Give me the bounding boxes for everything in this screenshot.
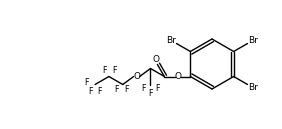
- Text: F: F: [114, 85, 119, 94]
- Text: F: F: [113, 66, 117, 75]
- Text: F: F: [155, 84, 160, 93]
- Text: F: F: [103, 66, 107, 75]
- Text: Br: Br: [167, 36, 177, 45]
- Text: F: F: [148, 89, 153, 98]
- Text: O: O: [153, 55, 160, 64]
- Text: F: F: [88, 87, 92, 96]
- Text: F: F: [125, 85, 129, 94]
- Text: O: O: [175, 72, 182, 81]
- Text: Br: Br: [248, 36, 258, 45]
- Text: F: F: [97, 87, 101, 96]
- Text: F: F: [141, 84, 146, 93]
- Text: O: O: [133, 72, 140, 81]
- Text: F: F: [84, 78, 88, 87]
- Text: Br: Br: [248, 83, 258, 92]
